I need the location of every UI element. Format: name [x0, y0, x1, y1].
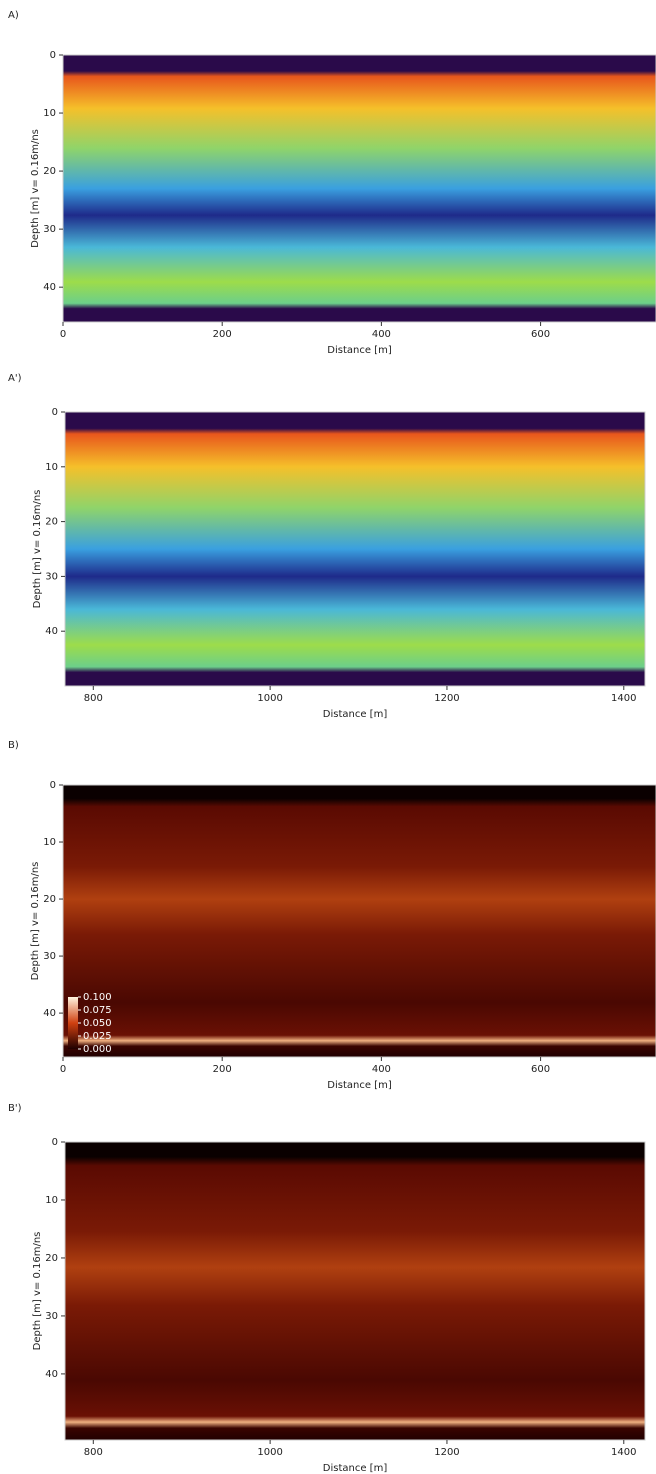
x-tick-label: 1200 — [434, 1447, 459, 1458]
y-tick-label: 40 — [45, 1369, 58, 1380]
x-tick-label: 400 — [372, 1064, 391, 1075]
y-tick-label: 30 — [45, 571, 58, 582]
x-tick-label: 800 — [84, 693, 103, 704]
y-tick-label: 20 — [45, 517, 58, 528]
y-tick-label: 10 — [45, 1195, 58, 1206]
plot-frame — [64, 1141, 646, 1441]
plot-frame — [64, 411, 646, 687]
x-tick-label: 1000 — [257, 693, 282, 704]
panel-label: A) — [8, 10, 19, 21]
y-tick-label: 20 — [43, 894, 56, 905]
radargram — [65, 412, 645, 686]
x-tick-label: 1400 — [611, 693, 636, 704]
x-axis-label: Distance [m] — [327, 1080, 392, 1091]
colorbar-tick-label: 0.075 — [83, 1005, 112, 1016]
colorbar — [68, 997, 78, 1049]
x-tick-label: 200 — [213, 329, 232, 340]
colorbar-tick-label: 0.025 — [83, 1031, 112, 1042]
y-axis-label: Depth [m] v= 0.16m/ns — [32, 490, 43, 609]
y-tick-label: 40 — [45, 626, 58, 637]
x-tick-label: 400 — [372, 329, 391, 340]
radargram — [63, 785, 656, 1057]
panel-label: B) — [8, 740, 19, 751]
y-tick-label: 20 — [45, 1253, 58, 1264]
y-tick-label: 30 — [45, 1311, 58, 1322]
y-tick-label: 40 — [43, 282, 56, 293]
x-axis-label: Distance [m] — [323, 709, 388, 720]
y-tick-label: 10 — [45, 462, 58, 473]
x-axis-label: Distance [m] — [327, 345, 392, 356]
x-tick-label: 600 — [531, 329, 550, 340]
plot-frame — [62, 784, 656, 1058]
y-tick-label: 30 — [43, 224, 56, 235]
y-tick-label: 0 — [52, 1137, 58, 1148]
panel-label: A') — [8, 373, 22, 384]
y-tick-label: 0 — [50, 50, 56, 61]
x-tick-label: 600 — [531, 1064, 550, 1075]
plot-frame — [62, 54, 656, 323]
x-tick-label: 1000 — [257, 1447, 282, 1458]
x-tick-label: 800 — [84, 1447, 103, 1458]
radargram — [63, 55, 656, 322]
colorbar-tick-label: 0.050 — [83, 1018, 112, 1029]
y-axis-label: Depth [m] v= 0.16m/ns — [30, 129, 41, 248]
x-tick-label: 200 — [213, 1064, 232, 1075]
x-tick-label: 0 — [60, 1064, 66, 1075]
colorbar-tick-label: 0.000 — [83, 1044, 112, 1055]
x-tick-label: 0 — [60, 329, 66, 340]
radargram — [65, 1142, 645, 1440]
panel-label: B') — [8, 1103, 22, 1114]
y-axis-label: Depth [m] v= 0.16m/ns — [32, 1232, 43, 1351]
y-tick-label: 10 — [43, 108, 56, 119]
x-tick-label: 1200 — [434, 693, 459, 704]
y-tick-label: 40 — [43, 1008, 56, 1019]
y-tick-label: 0 — [52, 407, 58, 418]
y-tick-label: 10 — [43, 837, 56, 848]
y-tick-label: 30 — [43, 951, 56, 962]
colorbar-tick-label: 0.100 — [83, 992, 112, 1003]
x-axis-label: Distance [m] — [323, 1463, 388, 1474]
y-tick-label: 0 — [50, 780, 56, 791]
y-axis-label: Depth [m] v= 0.16m/ns — [30, 862, 41, 981]
x-tick-label: 1400 — [611, 1447, 636, 1458]
y-tick-label: 20 — [43, 166, 56, 177]
